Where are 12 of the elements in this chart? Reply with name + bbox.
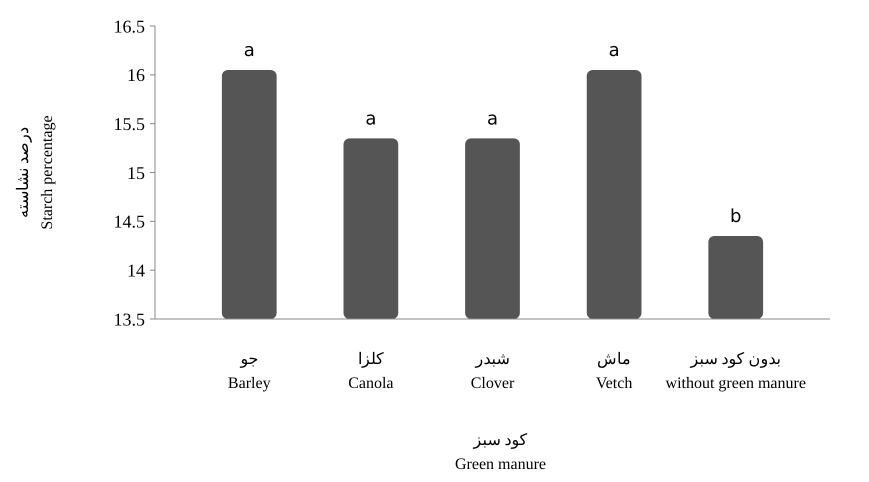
annotation: a (365, 108, 376, 130)
y-tick-label: 15.5 (114, 114, 145, 134)
annotation: a (244, 40, 255, 61)
annotation: b (730, 206, 742, 227)
y-tick-label: 16.5 (114, 16, 145, 36)
y-tick-label: 13.5 (114, 309, 145, 330)
y-tick-label: 14.5 (114, 212, 145, 232)
y-tick-label: 14 (127, 260, 145, 280)
annotation: a (608, 40, 620, 61)
annotation: a (486, 108, 498, 130)
y-tick-label: 15 (127, 162, 145, 183)
y-tick-label: 16 (127, 65, 145, 86)
